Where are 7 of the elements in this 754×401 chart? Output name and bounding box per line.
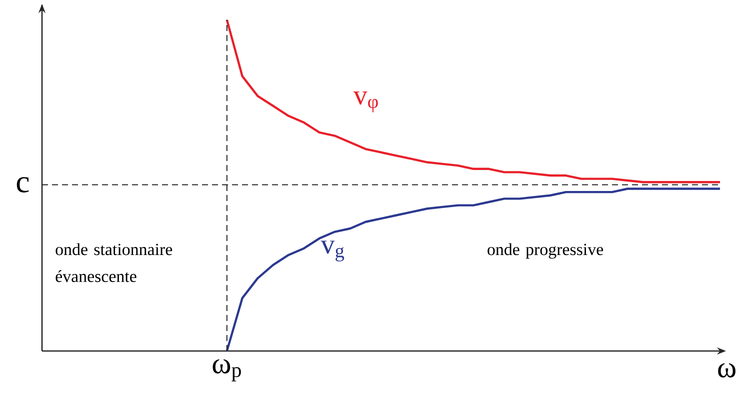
ref-line-label: c [16,177,29,192]
series-label: v$_{g}$ [320,240,344,262]
annotation: onde stationnaire évanescente [56,243,172,282]
series-label: v$_{φ}$ [353,92,378,112]
annotation: onde progressive [488,243,604,259]
text: ω$_{p}$ [212,359,241,382]
x-axis-title: ω [718,363,736,378]
